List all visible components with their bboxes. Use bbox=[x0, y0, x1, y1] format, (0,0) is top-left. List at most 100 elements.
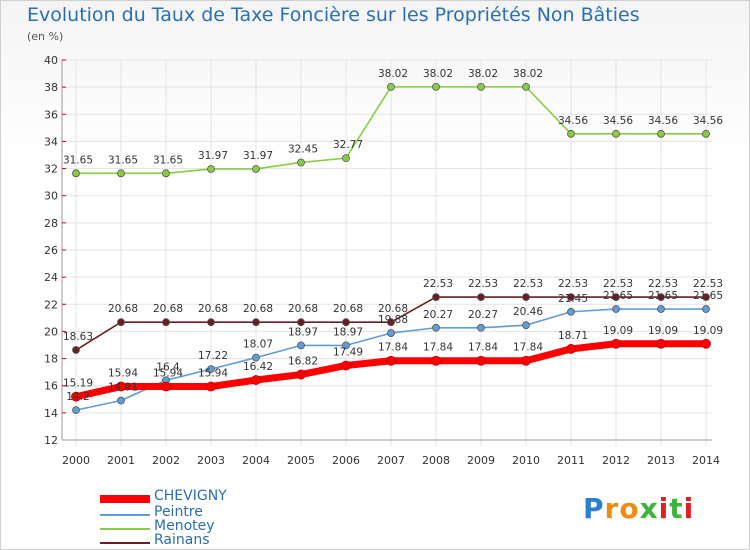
point-peintre bbox=[117, 396, 125, 405]
point-rainans bbox=[117, 318, 125, 327]
y-tick-label: 32 bbox=[44, 163, 58, 176]
data-label-chevigny: 17.84 bbox=[513, 342, 543, 354]
data-label-rainans: 20.68 bbox=[288, 303, 318, 315]
point-chevigny bbox=[611, 338, 621, 349]
legend-label-rainans: Rainans bbox=[154, 532, 210, 548]
data-label-menotey: 34.56 bbox=[693, 115, 723, 127]
point-peintre bbox=[387, 329, 395, 337]
point-peintre bbox=[657, 305, 665, 313]
data-label-peintre: 21.65 bbox=[603, 290, 633, 302]
data-label-rainans: 22.53 bbox=[648, 278, 678, 290]
y-tick-label: 38 bbox=[44, 81, 58, 94]
data-label-peintre: 20.46 bbox=[513, 306, 543, 318]
y-tick-label: 18 bbox=[44, 353, 58, 366]
data-label-menotey: 31.65 bbox=[63, 154, 93, 166]
data-label-chevigny: 16.82 bbox=[288, 356, 318, 368]
legend-swatch-chevigny bbox=[100, 495, 150, 503]
data-label-chevigny: 17.84 bbox=[468, 342, 498, 354]
data-label-rainans: 22.53 bbox=[423, 278, 453, 290]
data-label-peintre: 21.65 bbox=[648, 290, 678, 302]
point-peintre bbox=[477, 323, 485, 332]
data-label-menotey: 31.97 bbox=[243, 150, 273, 162]
logo-letter: r bbox=[604, 492, 620, 525]
data-label-rainans: 20.68 bbox=[108, 303, 138, 315]
point-menotey bbox=[387, 82, 395, 91]
x-tick-label: 2013 bbox=[647, 454, 675, 467]
data-label-menotey: 31.65 bbox=[153, 154, 183, 166]
point-peintre bbox=[612, 305, 620, 313]
point-rainans bbox=[162, 318, 170, 327]
y-tick-label: 20 bbox=[44, 325, 58, 338]
y-tick-label: 14 bbox=[44, 407, 58, 420]
point-chevigny bbox=[206, 381, 216, 392]
data-label-menotey: 34.56 bbox=[603, 115, 633, 127]
point-menotey bbox=[432, 82, 440, 91]
x-tick-label: 2006 bbox=[332, 454, 360, 467]
x-tick-label: 2009 bbox=[467, 454, 495, 467]
unit-label: (en %) bbox=[27, 30, 64, 43]
proxiti-logo: Proxiti bbox=[583, 492, 694, 525]
point-chevigny bbox=[521, 355, 531, 366]
x-tick-label: 2010 bbox=[512, 454, 540, 467]
data-label-rainans: 22.53 bbox=[468, 278, 498, 290]
point-chevigny bbox=[431, 355, 441, 366]
logo-letter: t bbox=[669, 492, 684, 525]
point-menotey bbox=[207, 165, 215, 173]
data-label-chevigny: 15.94 bbox=[153, 368, 183, 380]
point-menotey bbox=[297, 158, 305, 167]
legend-label-peintre: Peintre bbox=[154, 504, 203, 520]
point-rainans bbox=[567, 293, 575, 301]
data-label-chevigny: 15.19 bbox=[63, 378, 93, 390]
data-label-peintre: 19.88 bbox=[378, 314, 408, 326]
point-rainans bbox=[657, 293, 665, 301]
y-tick-label: 40 bbox=[44, 54, 58, 67]
data-label-rainans: 20.68 bbox=[198, 303, 228, 315]
x-tick-label: 2007 bbox=[377, 454, 405, 467]
data-label-peintre: 14.91 bbox=[108, 382, 138, 394]
point-rainans bbox=[612, 293, 620, 301]
y-tick-label: 28 bbox=[44, 217, 58, 230]
x-tick-label: 2012 bbox=[602, 454, 630, 467]
point-peintre bbox=[522, 321, 530, 330]
point-menotey bbox=[702, 129, 710, 138]
x-tick-label: 2002 bbox=[152, 454, 180, 467]
legend-swatch-menotey bbox=[100, 528, 150, 530]
point-rainans bbox=[477, 293, 485, 301]
point-peintre bbox=[567, 307, 575, 316]
data-label-menotey: 32.45 bbox=[288, 143, 318, 155]
data-label-peintre: 16.4 bbox=[156, 361, 180, 373]
point-menotey bbox=[342, 154, 350, 163]
point-menotey bbox=[117, 169, 125, 178]
point-menotey bbox=[252, 165, 260, 173]
data-label-peintre: 18.07 bbox=[243, 339, 273, 351]
data-label-peintre: 20.27 bbox=[468, 309, 498, 321]
axes: 12 14 16 18 20 22 24 26 28 30 32 34 36 38 40 2000 2001 20… bbox=[44, 54, 720, 467]
y-tick-label: 34 bbox=[44, 135, 58, 148]
point-menotey bbox=[477, 82, 485, 91]
y-tick-label: 16 bbox=[44, 380, 58, 393]
data-label-menotey: 38.02 bbox=[513, 68, 543, 80]
point-menotey bbox=[567, 129, 575, 138]
data-label-menotey: 34.56 bbox=[648, 115, 678, 127]
point-peintre bbox=[702, 305, 710, 313]
point-menotey bbox=[72, 169, 80, 178]
data-label-chevigny: 18.71 bbox=[558, 330, 588, 342]
point-peintre bbox=[297, 341, 305, 350]
y-tick-label: 36 bbox=[44, 108, 58, 121]
data-label-peintre: 20.27 bbox=[423, 309, 453, 321]
x-tick-label: 2000 bbox=[62, 454, 90, 467]
point-chevigny bbox=[701, 338, 711, 349]
data-label-chevigny: 15.94 bbox=[108, 368, 138, 380]
point-menotey bbox=[657, 129, 665, 138]
data-label-rainans: 20.68 bbox=[243, 303, 273, 315]
data-label-menotey: 38.02 bbox=[423, 68, 453, 80]
point-chevigny bbox=[161, 381, 171, 392]
data-label-chevigny: 15.94 bbox=[198, 368, 228, 380]
data-label-menotey: 38.02 bbox=[468, 68, 498, 80]
data-label-chevigny: 19.09 bbox=[603, 325, 633, 337]
point-chevigny bbox=[296, 369, 306, 380]
data-label-chevigny: 17.84 bbox=[378, 342, 408, 354]
data-label-chevigny: 16.42 bbox=[243, 361, 273, 373]
